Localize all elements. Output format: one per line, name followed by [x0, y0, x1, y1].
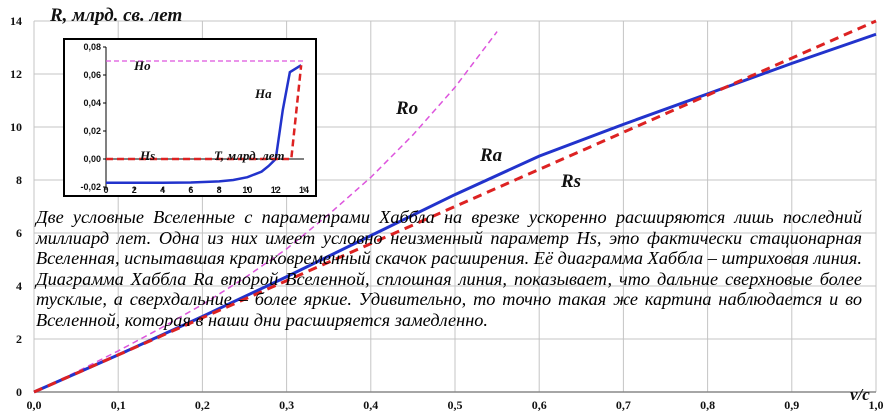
inset-y-tick-label: 0,06	[83, 70, 101, 80]
inset-x-tick-label: 10	[242, 185, 252, 195]
inset-frame	[63, 38, 317, 197]
inset-y-tick-label: 0,08	[83, 42, 101, 52]
x-tick-label: 0,7	[616, 398, 631, 412]
y-tick-label: 12	[10, 67, 22, 81]
x-tick-label: 0,3	[279, 398, 294, 412]
inset-x-tick-label: 2	[132, 185, 137, 195]
inset-tick-labels: -0,02 0,00 0,02 0,04 0,06 0,08 0 2 4 6 8 10 12 14	[80, 42, 309, 195]
inset-label-hs: Hs	[139, 148, 155, 163]
y-axis-title: R, млрд. св. лет	[49, 5, 182, 26]
inset-x-tick-label: 6	[188, 185, 193, 195]
inset-plot-area	[103, 46, 305, 190]
inset-series-ha	[106, 64, 302, 185]
inset-x-tick-label: 4	[160, 185, 165, 195]
inset-y-tick-label: -0,02	[80, 182, 101, 192]
inset-y-tick-label: 0,04	[83, 98, 101, 108]
y-tick-label: 4	[16, 279, 22, 293]
y-tick-label: 10	[10, 120, 22, 134]
series-label-ro: Ro	[395, 98, 418, 119]
inset-chart: -0,020,000,020,040,060,080 2 4 6 8 10 12 14 Ho …	[63, 38, 317, 197]
y-tick-label: 14	[10, 14, 22, 28]
inset-y-tick-label: 0,02	[83, 126, 101, 136]
series-label-ra: Ra	[479, 145, 503, 166]
description-text: Две условные Вселенные с параметрами Хаб…	[36, 207, 862, 330]
y-tick-label: 6	[16, 226, 22, 240]
inset-label-ha: Ha	[254, 86, 272, 101]
x-tick-label: 0,8	[700, 398, 715, 412]
inset-y-tick-label: 0,00	[83, 154, 101, 164]
main-tick-labels: 0 2 4 6 8 10 12 14 0,0 0,1 0,2 0,3 0,4 0,5 0,6 0,7 0,8 0,…	[10, 14, 884, 412]
x-tick-label: 0,5	[448, 398, 463, 412]
inset-x-tick-label: 8	[217, 185, 222, 195]
x-tick-label: 0,6	[532, 398, 547, 412]
x-tick-label: 0,0	[27, 398, 42, 412]
series-line-ro	[33, 31, 498, 393]
y-tick-label: 8	[16, 173, 22, 187]
x-axis-title: v/c	[850, 385, 870, 404]
inset-x-tick-label: 0	[103, 185, 108, 195]
x-tick-label: 0,4	[363, 398, 378, 412]
x-tick-label: 0,1	[111, 398, 126, 412]
x-tick-label: 1,0	[869, 398, 884, 412]
x-tick-label: 0,2	[195, 398, 210, 412]
inset-x-axis-title: T, млрд. лет	[214, 148, 284, 163]
series-label-rs: Rs	[560, 171, 581, 192]
series-line-rs	[33, 19, 877, 394]
inset-x-tick-label: 12	[271, 185, 281, 195]
x-tick-label: 0,9	[784, 398, 799, 412]
y-tick-label: 0	[16, 385, 22, 399]
inset-x-tick-label: 14	[299, 185, 309, 195]
main-plot-area	[33, 19, 877, 394]
inset-label-ho: Ho	[133, 58, 151, 73]
inset-series-hs	[106, 65, 303, 161]
y-tick-label: 2	[16, 332, 22, 346]
